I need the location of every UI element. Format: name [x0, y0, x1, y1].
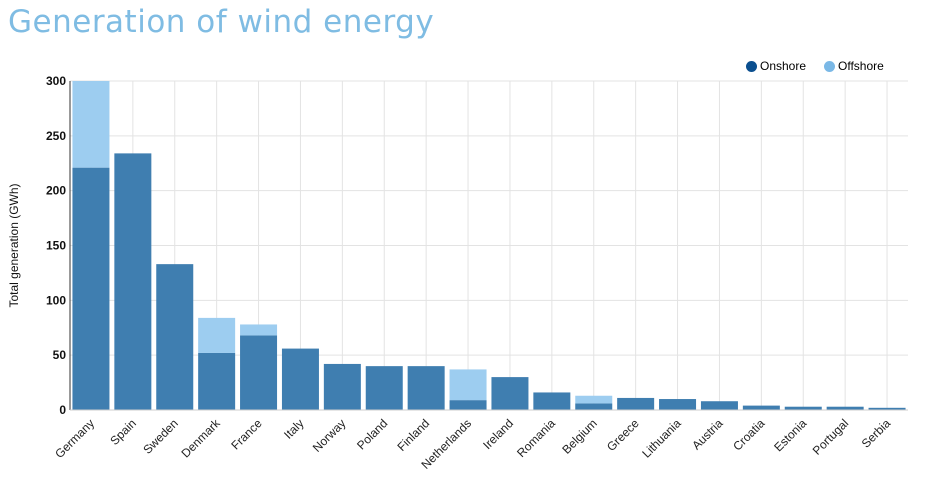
- x-tick-label: Italy: [281, 416, 306, 441]
- bar-onshore[interactable]: [407, 366, 445, 410]
- legend-swatch-onshore: [746, 60, 757, 72]
- bar-onshore[interactable]: [365, 366, 403, 410]
- bar-onshore[interactable]: [281, 348, 319, 410]
- y-tick-label: 300: [46, 74, 66, 88]
- chart-title: Generation of wind energy: [8, 4, 435, 40]
- x-tick-label: Belgium: [559, 416, 600, 457]
- bar-offshore[interactable]: [449, 369, 487, 401]
- bar-offshore[interactable]: [240, 324, 278, 336]
- bar-onshore[interactable]: [533, 392, 571, 410]
- y-tick-label: 150: [46, 239, 66, 253]
- x-tick-label: Poland: [354, 416, 390, 452]
- bar-onshore[interactable]: [742, 405, 780, 410]
- bar-onshore[interactable]: [72, 167, 110, 410]
- bar-onshore[interactable]: [659, 399, 697, 410]
- x-tick-label: Denmark: [178, 416, 223, 461]
- bar-onshore[interactable]: [784, 406, 822, 410]
- bar-onshore[interactable]: [449, 400, 487, 410]
- x-tick-label: Lithuania: [639, 416, 684, 461]
- bar-onshore[interactable]: [700, 401, 738, 410]
- y-tick-label: 100: [46, 293, 66, 307]
- x-tick-label: Romania: [514, 416, 558, 460]
- bar-onshore[interactable]: [826, 406, 864, 410]
- bar-onshore[interactable]: [617, 397, 655, 410]
- x-tick-label: Sweden: [140, 416, 181, 457]
- x-tick-label: Greece: [604, 416, 642, 454]
- bar-offshore[interactable]: [72, 81, 110, 168]
- x-tick-label: Ireland: [480, 416, 516, 452]
- x-tick-label: Germany: [52, 416, 97, 461]
- bar-onshore[interactable]: [491, 377, 529, 410]
- legend-label-offshore: Offshore: [838, 59, 884, 73]
- bar-onshore[interactable]: [240, 335, 278, 410]
- bar-onshore[interactable]: [868, 407, 906, 410]
- bar-onshore[interactable]: [114, 153, 152, 410]
- bar-offshore[interactable]: [198, 317, 236, 353]
- y-axis-label: Total generation (GWh): [7, 183, 21, 307]
- x-tick-label: Portugal: [810, 416, 852, 458]
- legend-item-offshore[interactable]: Offshore: [824, 59, 884, 73]
- x-tick-label: Austria: [689, 416, 726, 453]
- legend-item-onshore[interactable]: Onshore: [746, 59, 806, 73]
- x-tick-label: Estonia: [771, 416, 809, 454]
- bar-offshore[interactable]: [575, 395, 613, 404]
- bar-onshore[interactable]: [156, 264, 194, 410]
- x-tick-label: Norway: [310, 416, 349, 455]
- legend-swatch-offshore: [824, 60, 835, 72]
- legend-label-onshore: Onshore: [760, 59, 807, 73]
- y-tick-label: 50: [53, 348, 67, 362]
- x-tick-label: Finland: [395, 416, 433, 454]
- x-tick-label: Spain: [107, 416, 139, 448]
- y-tick-label: 0: [59, 403, 66, 417]
- y-tick-label: 200: [46, 184, 66, 198]
- x-tick-label: France: [228, 416, 265, 453]
- x-tick-label: Croatia: [730, 416, 767, 453]
- bar-onshore[interactable]: [323, 363, 361, 410]
- bar-onshore[interactable]: [575, 403, 613, 410]
- x-tick-label: Serbia: [859, 416, 894, 451]
- y-tick-label: 250: [46, 129, 66, 143]
- bar-onshore[interactable]: [198, 352, 236, 410]
